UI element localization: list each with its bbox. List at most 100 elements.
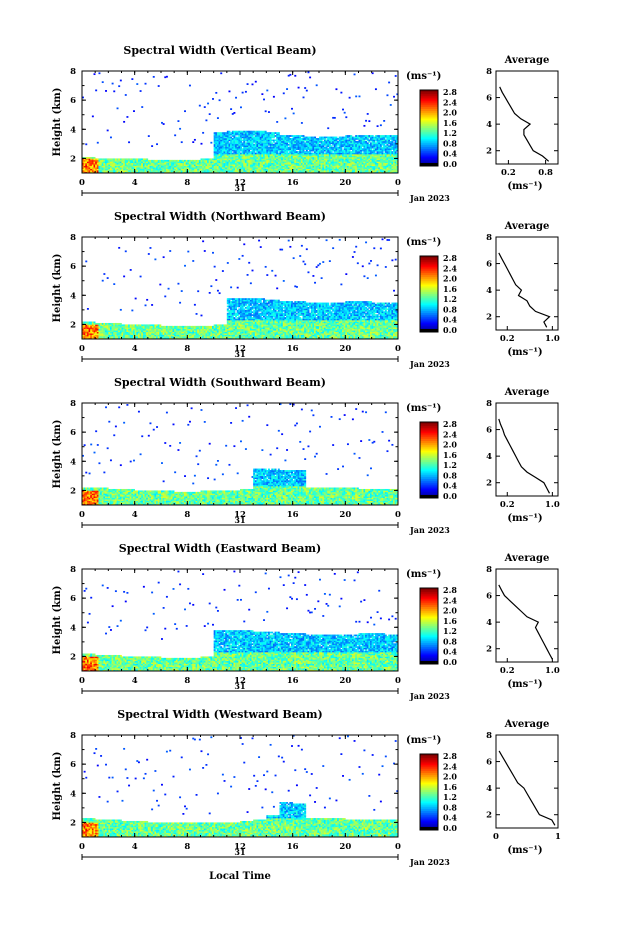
heatmap-cell bbox=[103, 170, 106, 172]
heatmap-cell bbox=[371, 154, 374, 156]
heatmap-cell bbox=[370, 170, 372, 172]
heatmap-cell bbox=[129, 269, 132, 271]
heatmap-cell bbox=[256, 136, 259, 139]
heatmap-cell bbox=[203, 162, 206, 165]
heatmap-cell bbox=[386, 154, 389, 156]
heatmap-cell bbox=[388, 140, 391, 143]
heatmap-cell bbox=[114, 168, 117, 171]
heatmap-cell bbox=[213, 158, 216, 161]
heatmap-cell bbox=[141, 164, 144, 167]
heatmap-cell bbox=[363, 139, 366, 142]
heatmap-cell bbox=[193, 161, 196, 164]
heatmap-cell bbox=[365, 136, 368, 139]
heatmap-cell bbox=[277, 152, 280, 155]
heatmap-cell bbox=[172, 170, 175, 172]
heatmap-cell bbox=[383, 161, 386, 164]
heatmap-cell bbox=[235, 149, 238, 152]
heatmap-cell bbox=[240, 155, 242, 158]
heatmap-cell bbox=[309, 145, 312, 148]
colorbar-segment bbox=[420, 139, 438, 142]
heatmap-cell bbox=[355, 171, 358, 174]
heatmap-cell bbox=[233, 154, 236, 156]
heatmap-cell bbox=[116, 158, 119, 161]
heatmap-cell bbox=[167, 287, 170, 290]
heatmap-cell bbox=[325, 155, 328, 158]
heatmap-cell bbox=[243, 170, 246, 172]
heatmap-cell bbox=[282, 170, 285, 172]
heatmap-cell bbox=[82, 330, 84, 333]
heatmap-cell bbox=[337, 154, 340, 156]
heatmap-cell bbox=[216, 152, 219, 155]
heatmap-cell bbox=[373, 143, 376, 146]
heatmap-cell bbox=[396, 161, 399, 164]
heatmap-cell bbox=[121, 330, 124, 333]
heatmap-cell bbox=[322, 165, 325, 168]
heatmap-cell bbox=[332, 138, 335, 140]
heatmap-cell bbox=[271, 139, 274, 142]
heatmap-cell bbox=[302, 143, 305, 146]
heatmap-cell bbox=[330, 155, 333, 158]
heatmap-cell bbox=[277, 135, 280, 137]
heatmap-cell bbox=[332, 159, 335, 162]
heatmap-cell bbox=[302, 164, 305, 167]
heatmap-cell bbox=[304, 145, 307, 148]
heatmap-cell bbox=[131, 337, 134, 340]
heatmap-cell bbox=[187, 168, 190, 171]
heatmap-cell bbox=[225, 151, 228, 153]
heatmap-cell bbox=[276, 165, 279, 168]
heatmap-cell bbox=[281, 165, 284, 168]
heatmap-cell bbox=[253, 168, 256, 171]
heatmap-cell bbox=[111, 162, 114, 165]
heatmap-cell bbox=[226, 165, 229, 168]
heatmap-cell bbox=[223, 151, 226, 153]
heatmap-cell bbox=[254, 133, 257, 136]
heatmap-cell bbox=[124, 161, 127, 164]
heatmap-cell bbox=[137, 161, 140, 164]
heatmap-cell bbox=[169, 162, 172, 165]
heatmap-cell bbox=[190, 161, 193, 164]
heatmap-cell bbox=[221, 156, 224, 159]
heatmap-cell bbox=[356, 167, 359, 169]
heatmap-cell bbox=[233, 145, 236, 148]
heatmap-cell bbox=[292, 171, 295, 174]
heatmap-cell bbox=[109, 324, 112, 327]
heatmap-cell bbox=[195, 167, 198, 169]
heatmap-cell bbox=[317, 142, 320, 145]
heatmap-cell bbox=[272, 132, 275, 134]
heatmap-cell bbox=[350, 164, 353, 167]
heatmap-cell bbox=[304, 161, 307, 164]
heatmap-cell bbox=[169, 171, 172, 174]
heatmap-cell bbox=[394, 135, 397, 137]
heatmap-cell bbox=[241, 162, 244, 165]
heatmap-cell bbox=[233, 140, 236, 143]
heatmap-cell bbox=[374, 164, 377, 167]
heatmap-cell bbox=[213, 168, 216, 171]
heatmap-cell bbox=[274, 167, 277, 169]
heatmap-cell bbox=[371, 142, 374, 145]
heatmap-cell bbox=[93, 328, 96, 331]
heatmap-cell bbox=[235, 130, 238, 133]
heatmap-cell bbox=[88, 327, 91, 330]
heatmap-cell bbox=[381, 135, 384, 137]
heatmap-cell bbox=[277, 145, 280, 148]
heatmap-cell bbox=[333, 143, 336, 146]
heatmap-cell bbox=[96, 336, 99, 338]
heatmap-cell bbox=[371, 149, 374, 152]
heatmap-cell bbox=[305, 171, 308, 174]
heatmap-cell bbox=[137, 334, 140, 337]
heatmap-cell bbox=[254, 170, 257, 172]
heatmap-cell bbox=[240, 140, 242, 143]
heatmap-cell bbox=[394, 140, 397, 143]
heatmap-cell bbox=[85, 164, 88, 167]
colorbar-segment bbox=[420, 114, 438, 117]
heatmap-cell bbox=[156, 162, 159, 165]
heatmap-cell bbox=[90, 336, 93, 338]
heatmap-cell bbox=[208, 291, 211, 294]
heatmap-cell bbox=[389, 168, 392, 171]
heatmap-cell bbox=[335, 146, 338, 149]
heatmap-cell bbox=[147, 168, 150, 171]
heatmap-cell bbox=[119, 167, 122, 169]
heatmap-cell bbox=[233, 142, 236, 145]
heatmap-cell bbox=[225, 158, 228, 161]
heatmap-cell bbox=[248, 152, 251, 155]
